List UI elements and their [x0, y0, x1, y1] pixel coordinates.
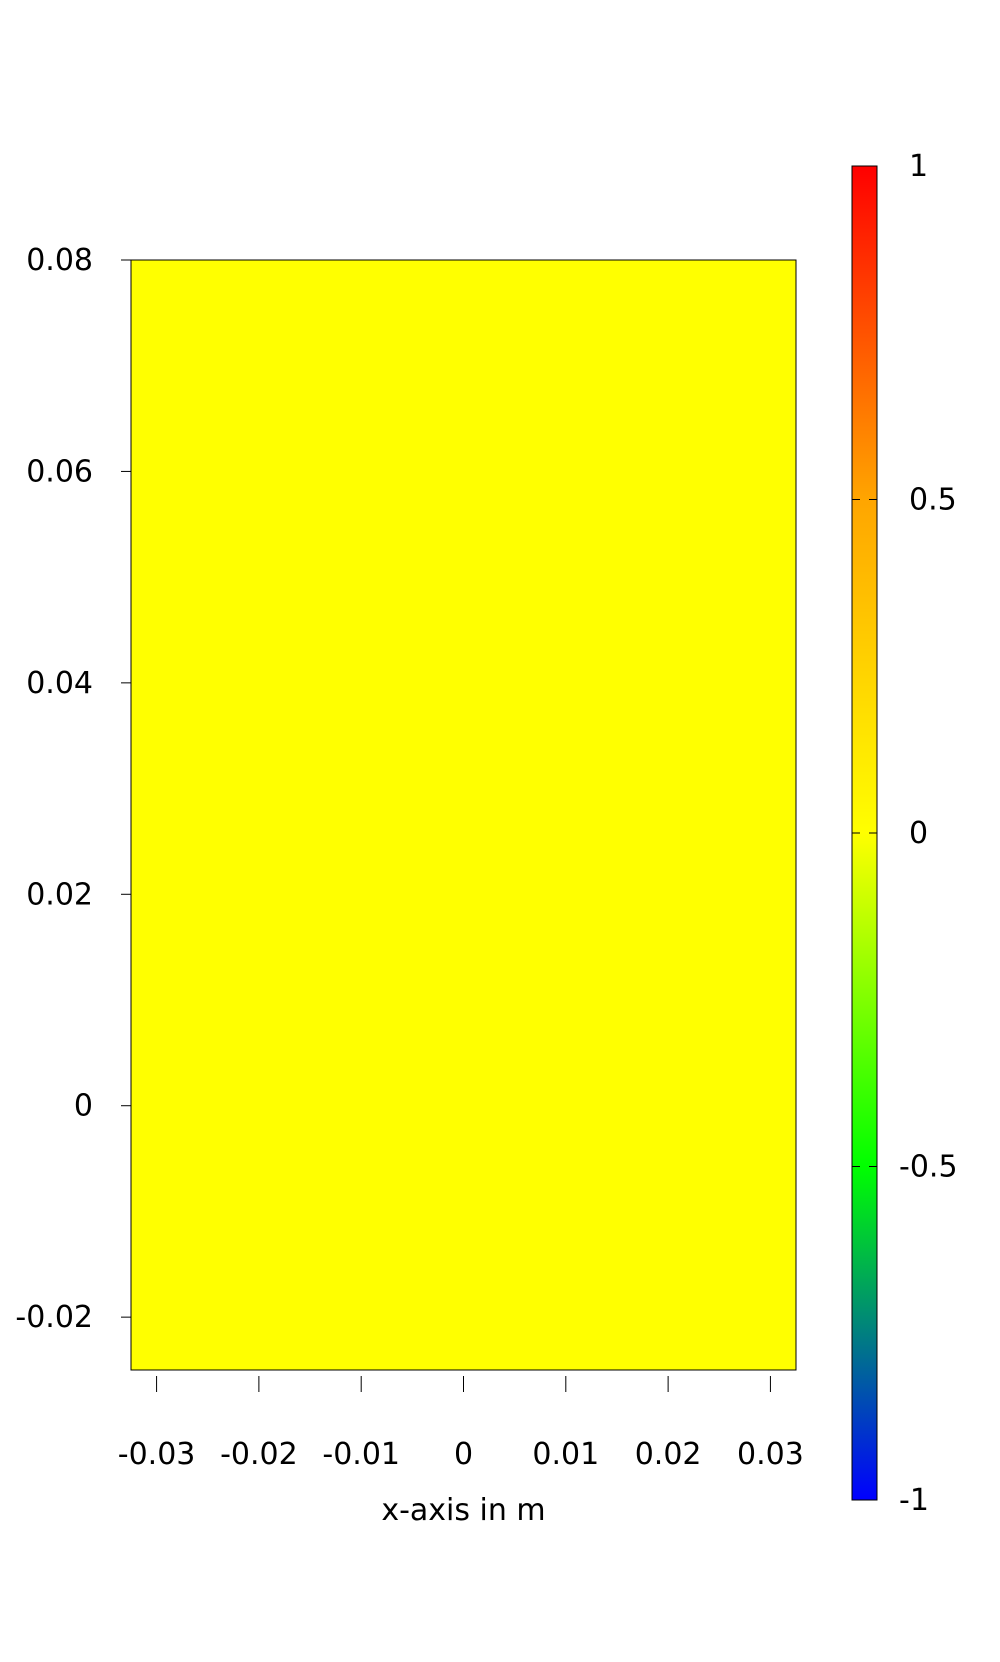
x-tick-label: -0.01: [322, 1437, 400, 1472]
y-tick-label: 0: [74, 1089, 93, 1124]
y-tick-label: 0.04: [26, 666, 93, 701]
y-tick-label: 0.08: [26, 243, 93, 278]
plot-frame: [130, 259, 797, 1371]
colorbar-tick-label: -0.5: [899, 1150, 958, 1185]
heatmap-field: [131, 260, 796, 1370]
colorbar-tick-label: 0.5: [909, 483, 957, 518]
x-tick-label: -0.02: [220, 1437, 298, 1472]
x-tick-label: 0.03: [737, 1437, 804, 1472]
x-axis-title: x-axis in m: [381, 1493, 545, 1528]
colorbar-tick-label: 0: [909, 816, 928, 851]
x-axis: -0.03 -0.02 -0.01 0 0.01 0.02 0.03: [118, 1376, 804, 1472]
y-tick-label: 0.06: [26, 454, 93, 489]
x-tick-label: 0.01: [532, 1437, 599, 1472]
plot-area: [130, 259, 797, 1371]
colorbar-ticks: 1 0.5 0 -0.5 -1: [852, 149, 958, 1518]
colorbar-tick-label: -1: [899, 1483, 929, 1518]
x-tick-label: 0: [454, 1437, 473, 1472]
colorbar: 1 0.5 0 -0.5 -1: [851, 149, 958, 1518]
x-tick-label: -0.03: [118, 1437, 196, 1472]
y-tick-label: 0.02: [26, 877, 93, 912]
y-axis: -0.02 0 0.02 0.04 0.06 0.08: [15, 243, 131, 1335]
y-tick-label: -0.02: [15, 1300, 93, 1335]
x-tick-label: 0.02: [635, 1437, 702, 1472]
colorbar-tick-label: 1: [909, 149, 928, 184]
